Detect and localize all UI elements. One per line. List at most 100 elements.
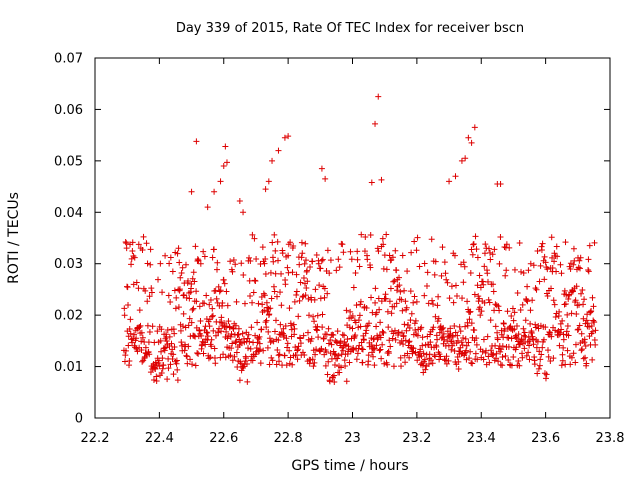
data-point bbox=[562, 300, 569, 307]
data-point bbox=[432, 353, 439, 360]
data-point bbox=[301, 351, 308, 358]
data-point bbox=[559, 351, 566, 358]
data-point bbox=[150, 376, 157, 383]
data-point bbox=[334, 328, 341, 335]
data-point bbox=[269, 357, 276, 364]
data-point bbox=[248, 324, 255, 331]
data-point bbox=[167, 299, 174, 306]
data-point bbox=[246, 277, 253, 284]
data-point bbox=[323, 348, 330, 355]
data-point bbox=[259, 244, 266, 251]
data-point bbox=[125, 342, 132, 349]
data-point bbox=[233, 349, 240, 356]
data-point bbox=[420, 350, 427, 357]
data-point bbox=[252, 278, 259, 285]
data-point bbox=[167, 254, 174, 261]
data-point bbox=[198, 332, 205, 339]
data-point bbox=[588, 308, 595, 315]
data-point bbox=[216, 288, 223, 295]
data-point bbox=[375, 248, 382, 255]
data-point bbox=[294, 347, 301, 354]
data-point bbox=[145, 339, 152, 346]
data-point bbox=[158, 326, 165, 333]
data-point bbox=[482, 347, 489, 354]
data-point bbox=[287, 239, 294, 246]
data-point bbox=[427, 339, 434, 346]
data-point bbox=[573, 311, 580, 318]
data-point bbox=[517, 307, 524, 314]
data-point bbox=[202, 341, 209, 348]
data-point bbox=[358, 345, 365, 352]
data-point bbox=[585, 266, 592, 273]
data-point bbox=[495, 303, 502, 310]
data-point bbox=[143, 240, 150, 247]
data-point bbox=[557, 320, 564, 327]
data-point bbox=[211, 188, 218, 195]
data-point bbox=[121, 312, 128, 319]
data-point bbox=[275, 337, 282, 344]
data-point bbox=[318, 345, 325, 352]
data-point bbox=[526, 342, 533, 349]
data-point bbox=[462, 323, 469, 330]
data-point bbox=[451, 252, 458, 259]
data-point bbox=[474, 254, 481, 261]
data-point bbox=[373, 309, 380, 316]
data-point bbox=[333, 267, 340, 274]
data-point bbox=[136, 324, 143, 331]
data-point bbox=[468, 246, 475, 253]
data-point bbox=[336, 264, 343, 271]
data-point bbox=[193, 288, 200, 295]
data-point bbox=[144, 298, 151, 305]
data-point bbox=[418, 324, 425, 331]
data-point bbox=[452, 282, 459, 289]
data-point bbox=[522, 317, 529, 324]
data-point bbox=[443, 353, 450, 360]
data-point bbox=[249, 299, 256, 306]
data-point bbox=[560, 336, 567, 343]
data-point bbox=[380, 329, 387, 336]
data-point bbox=[354, 350, 361, 357]
data-point bbox=[304, 278, 311, 285]
data-point bbox=[325, 340, 332, 347]
data-point bbox=[174, 377, 181, 384]
data-point bbox=[550, 297, 557, 304]
data-point bbox=[397, 354, 404, 361]
data-point bbox=[164, 376, 171, 383]
data-point bbox=[490, 351, 497, 358]
data-point bbox=[511, 309, 518, 316]
data-point bbox=[204, 333, 211, 340]
x-tick-label: 22.6 bbox=[209, 431, 238, 446]
data-point bbox=[186, 315, 193, 322]
data-point bbox=[121, 358, 128, 365]
data-point bbox=[368, 179, 375, 186]
data-point bbox=[325, 325, 332, 332]
data-point bbox=[271, 288, 278, 295]
data-point bbox=[484, 270, 491, 277]
data-point bbox=[127, 330, 134, 337]
data-point bbox=[589, 294, 596, 301]
data-point bbox=[282, 323, 289, 330]
data-point bbox=[586, 323, 593, 330]
data-point bbox=[585, 256, 592, 263]
data-point bbox=[302, 240, 309, 247]
data-point bbox=[380, 241, 387, 248]
data-point bbox=[426, 351, 433, 358]
data-point bbox=[333, 339, 340, 346]
data-point bbox=[572, 297, 579, 304]
data-point bbox=[435, 315, 442, 322]
data-point bbox=[421, 356, 428, 363]
data-point bbox=[494, 336, 501, 343]
data-point bbox=[342, 363, 349, 370]
data-point bbox=[271, 328, 278, 335]
data-point bbox=[331, 351, 338, 358]
data-point bbox=[305, 295, 312, 302]
data-point bbox=[515, 358, 522, 365]
data-point bbox=[253, 255, 260, 262]
data-point bbox=[559, 357, 566, 364]
data-point bbox=[480, 281, 487, 288]
data-point bbox=[569, 288, 576, 295]
data-point bbox=[551, 258, 558, 265]
data-point bbox=[208, 343, 215, 350]
data-point bbox=[584, 320, 591, 327]
data-point bbox=[573, 283, 580, 290]
